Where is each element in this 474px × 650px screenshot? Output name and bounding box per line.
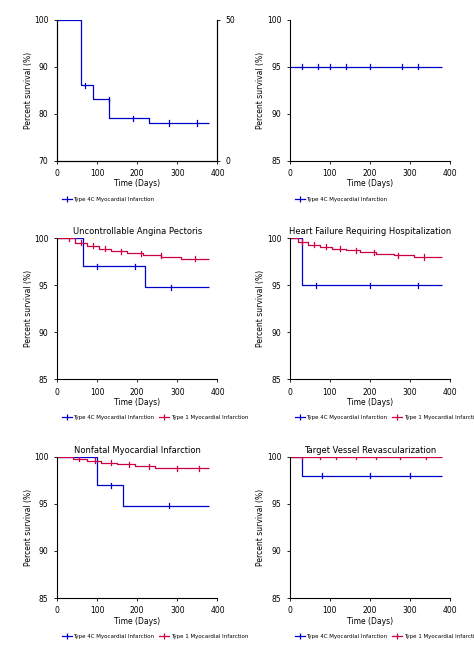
X-axis label: Time (Days): Time (Days) <box>114 179 160 188</box>
Legend: Type 4C Myocardial Infarction: Type 4C Myocardial Infarction <box>60 194 157 204</box>
Legend: Type 4C Myocardial Infarction, Type 1 Myocardial Infarction: Type 4C Myocardial Infarction, Type 1 My… <box>60 632 250 642</box>
Legend: Type 4C Myocardial Infarction, Type 1 Myocardial Infarction: Type 4C Myocardial Infarction, Type 1 My… <box>292 413 474 423</box>
X-axis label: Time (Days): Time (Days) <box>347 617 393 626</box>
Legend: Type 4C Myocardial Infarction: Type 4C Myocardial Infarction <box>292 194 390 204</box>
Y-axis label: Percent survival (%): Percent survival (%) <box>24 270 33 347</box>
X-axis label: Time (Days): Time (Days) <box>347 179 393 188</box>
Title: Target Vessel Revascularization: Target Vessel Revascularization <box>304 446 436 455</box>
Y-axis label: Percent survival (%): Percent survival (%) <box>256 51 265 129</box>
X-axis label: Time (Days): Time (Days) <box>114 398 160 407</box>
Y-axis label: Percent survival (%): Percent survival (%) <box>256 270 265 347</box>
Y-axis label: Percent survival (%): Percent survival (%) <box>24 51 33 129</box>
Legend: Type 4C Myocardial Infarction, Type 1 Myocardial Infarction: Type 4C Myocardial Infarction, Type 1 My… <box>60 413 250 423</box>
Title: Heart Failure Requiring Hospitalization: Heart Failure Requiring Hospitalization <box>289 227 451 236</box>
X-axis label: Time (Days): Time (Days) <box>347 398 393 407</box>
Title: Uncontrollable Angina Pectoris: Uncontrollable Angina Pectoris <box>73 227 202 236</box>
Title: Nonfatal Myocardial Infarction: Nonfatal Myocardial Infarction <box>74 446 201 455</box>
X-axis label: Time (Days): Time (Days) <box>114 617 160 626</box>
Y-axis label: Percent survival (%): Percent survival (%) <box>256 489 265 566</box>
Y-axis label: Percent survival (%): Percent survival (%) <box>24 489 33 566</box>
Legend: Type 4C Myocardial Infarction, Type 1 Myocardial Infarction: Type 4C Myocardial Infarction, Type 1 My… <box>292 632 474 642</box>
